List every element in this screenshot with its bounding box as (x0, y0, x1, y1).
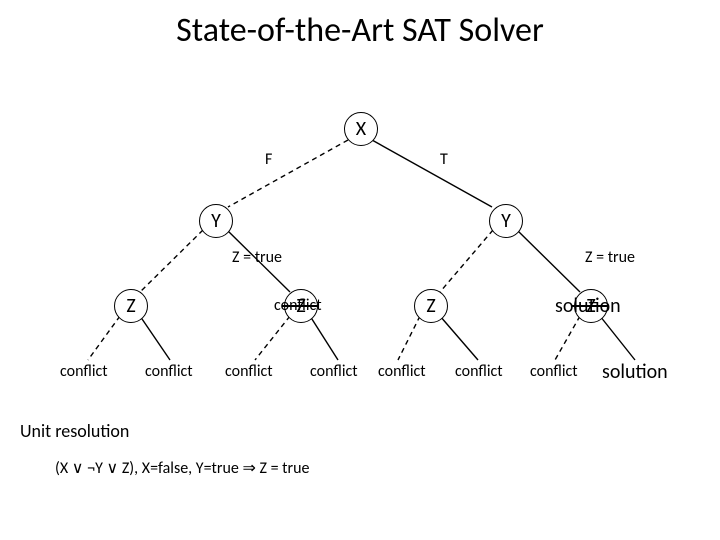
leaf-c7: conflict (530, 362, 578, 381)
leaf-c6: conflict (455, 362, 503, 381)
node-z1: Z (114, 289, 148, 323)
leaf-c2: conflict (145, 362, 193, 381)
footer-line: (X ∨ ¬Y ∨ Z), X=false, Y=true ⇒ Z = true (55, 458, 309, 478)
leaf-c4: conflict (310, 362, 358, 381)
node-y-left: Y (199, 204, 233, 238)
leaf-c5: conflict (378, 362, 426, 381)
edge-label-t: T (440, 150, 448, 169)
strike-z2 (282, 305, 318, 307)
leaf-c1: conflict (60, 362, 108, 381)
edge-label-ztrue-left: Z = true (232, 248, 282, 267)
leaf-solution-8: solution (602, 360, 668, 384)
footer-heading: Unit resolution (20, 420, 129, 442)
strike-z4 (572, 305, 608, 307)
node-y-right: Y (489, 204, 523, 238)
edge-label-ztrue-right: Z = true (585, 248, 635, 267)
page-title: State-of-the-Art SAT Solver (0, 10, 720, 51)
node-z3: Z (414, 289, 448, 323)
leaf-c3: conflict (225, 362, 273, 381)
node-x: X (344, 112, 378, 146)
edge-label-f: F (265, 150, 272, 169)
